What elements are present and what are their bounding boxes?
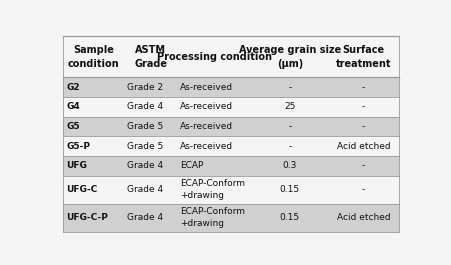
Bar (63, 36, 399, 77)
Text: ECAP-Conform
+drawing: ECAP-Conform +drawing (180, 207, 245, 228)
Bar (63, 77, 399, 97)
Bar (63, 156, 399, 176)
Text: G4: G4 (66, 102, 80, 111)
Text: -: - (288, 83, 291, 92)
Text: Grade 4: Grade 4 (127, 102, 163, 111)
Text: G2: G2 (66, 83, 80, 92)
Bar (63, 117, 399, 136)
Text: 0.3: 0.3 (283, 161, 297, 170)
Text: Surface
treatment: Surface treatment (336, 45, 391, 69)
Text: -: - (362, 83, 365, 92)
Text: -: - (362, 122, 365, 131)
Text: As-received: As-received (180, 102, 233, 111)
Text: Processing condition: Processing condition (157, 52, 272, 61)
Text: UFG: UFG (66, 161, 87, 170)
Text: ASTM
Grade: ASTM Grade (134, 45, 167, 69)
Text: -: - (362, 161, 365, 170)
Text: G5: G5 (66, 122, 80, 131)
Text: As-received: As-received (180, 142, 233, 151)
Text: -: - (288, 122, 291, 131)
Text: UFG-C: UFG-C (66, 185, 97, 194)
Text: 0.15: 0.15 (280, 213, 300, 222)
Text: -: - (362, 102, 365, 111)
Text: 0.15: 0.15 (280, 185, 300, 194)
Text: Grade 5: Grade 5 (127, 142, 163, 151)
Text: -: - (288, 142, 291, 151)
Text: As-received: As-received (180, 122, 233, 131)
Text: As-received: As-received (180, 83, 233, 92)
Text: Grade 2: Grade 2 (127, 83, 163, 92)
Text: G5-P: G5-P (66, 142, 90, 151)
Text: Acid etched: Acid etched (337, 142, 391, 151)
Text: UFG-C-P: UFG-C-P (66, 213, 108, 222)
Text: Acid etched: Acid etched (337, 213, 391, 222)
Text: Sample
condition: Sample condition (68, 45, 120, 69)
Text: Grade 4: Grade 4 (127, 213, 163, 222)
Text: Grade 4: Grade 4 (127, 185, 163, 194)
Bar (63, 204, 399, 232)
Text: 25: 25 (284, 102, 295, 111)
Text: -: - (362, 185, 365, 194)
Text: ECAP-Conform
+drawing: ECAP-Conform +drawing (180, 179, 245, 200)
Text: Grade 4: Grade 4 (127, 161, 163, 170)
Text: Grade 5: Grade 5 (127, 122, 163, 131)
Text: ECAP: ECAP (180, 161, 203, 170)
Text: Average grain size
(μm): Average grain size (μm) (239, 45, 341, 69)
